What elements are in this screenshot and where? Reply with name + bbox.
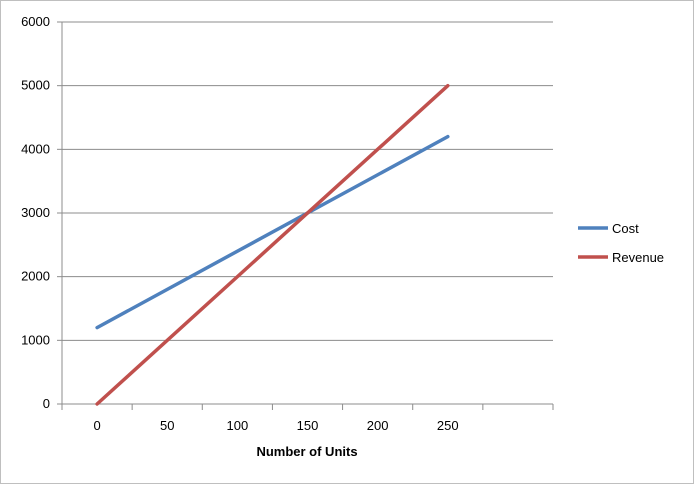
x-tick-label: 0 bbox=[93, 418, 100, 433]
x-tick-label: 150 bbox=[297, 418, 319, 433]
x-axis-title: Number of Units bbox=[256, 444, 357, 459]
x-tick-label: 100 bbox=[227, 418, 249, 433]
y-tick-label: 4000 bbox=[21, 141, 50, 156]
x-tick-label: 50 bbox=[160, 418, 174, 433]
series-line-revenue bbox=[95, 83, 450, 406]
gridlines bbox=[62, 21, 553, 341]
y-tick-label: 2000 bbox=[21, 269, 50, 284]
y-tick-label: 1000 bbox=[21, 332, 50, 347]
y-tick-label: 0 bbox=[43, 396, 50, 411]
x-tick-label: 250 bbox=[437, 418, 459, 433]
legend: Cost Revenue bbox=[578, 221, 664, 265]
y-tick-label: 6000 bbox=[21, 14, 50, 29]
axes bbox=[57, 21, 554, 410]
y-tick-label: 5000 bbox=[21, 78, 50, 93]
x-tick-labels: 0 50 100 150 200 250 bbox=[93, 418, 458, 433]
legend-label-revenue: Revenue bbox=[612, 250, 664, 265]
legend-label-cost: Cost bbox=[612, 221, 639, 236]
y-tick-labels: 0 1000 2000 3000 4000 5000 6000 bbox=[21, 14, 50, 411]
series-line-cost bbox=[95, 134, 450, 330]
y-tick-label: 3000 bbox=[21, 205, 50, 220]
series-lines bbox=[95, 83, 450, 406]
x-tick-label: 200 bbox=[367, 418, 389, 433]
